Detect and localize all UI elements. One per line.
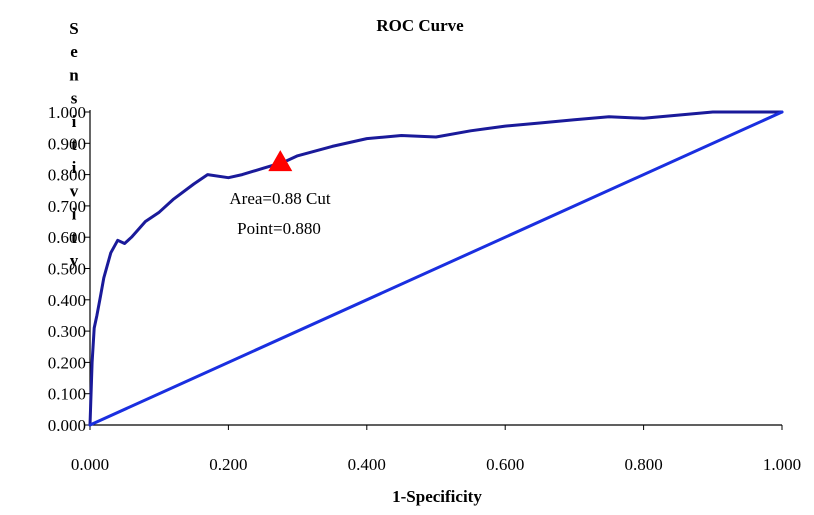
series-layer [88, 110, 784, 427]
x-tick-label: 0.000 [71, 455, 109, 474]
y-tick-label: 0.000 [48, 416, 86, 435]
x-tick-label: 0.200 [209, 455, 247, 474]
x-axis-label: 1-Specificity [392, 487, 482, 506]
x-tick-label: 0.400 [348, 455, 386, 474]
axes [89, 110, 782, 426]
annotation: Area=0.88 Cut Point=0.880 [229, 189, 330, 238]
y-tick-labels: 0.000 0.100 0.200 0.300 0.400 0.500 0.600 0.700… [48, 103, 90, 435]
y-tick-label: 0.900 [48, 134, 86, 153]
x-tick-label: 0.600 [486, 455, 524, 474]
chart-title: ROC Curve [376, 16, 464, 35]
x-tick-label: 0.800 [624, 455, 662, 474]
y-tick-label: 0.200 [48, 353, 86, 372]
y-tick-label: 0.400 [48, 291, 86, 310]
y-axis-label-char: t [71, 135, 77, 154]
y-axis-label-char: i [72, 205, 77, 224]
reference-diagonal-line [88, 110, 784, 427]
y-axis-label-char: v [70, 181, 79, 200]
y-tick-label: 0.100 [48, 385, 86, 404]
y-axis-label-char: i [72, 112, 77, 131]
y-axis-label-char: n [69, 65, 79, 84]
y-tick-label: 0.500 [48, 260, 86, 279]
y-axis-label-char: S [69, 19, 78, 38]
cut-point-marker [268, 150, 293, 172]
y-tick-label: 0.600 [48, 228, 86, 247]
y-axis-label-char: e [70, 42, 78, 61]
y-tick-label: 0.800 [48, 166, 86, 185]
marker-layer [268, 150, 293, 172]
roc-curve-line [88, 110, 784, 427]
x-tick-label: 1.000 [763, 455, 801, 474]
y-tick-label: 0.700 [48, 197, 86, 216]
x-tick-labels: 0.000 0.200 0.400 0.600 0.800 1.000 [71, 425, 801, 474]
y-tick-label: 0.300 [48, 322, 86, 341]
annotation-line-1: Area=0.88 Cut [229, 189, 330, 208]
y-axis-label-char: s [71, 89, 78, 108]
y-tick-label: 1.000 [48, 103, 86, 122]
y-axis-label-char: i [72, 158, 77, 177]
y-axis-label-char: y [70, 251, 79, 270]
annotation-line-2: Point=0.880 [237, 219, 321, 238]
y-axis-label-char: t [71, 228, 77, 247]
